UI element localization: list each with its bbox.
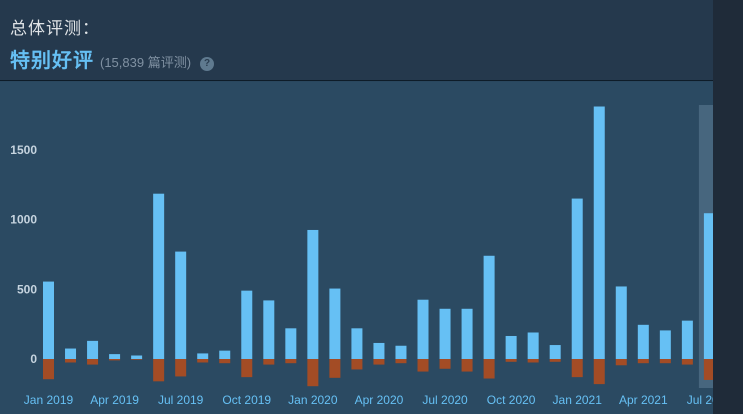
negative-bar[interactable]	[483, 359, 495, 379]
positive-bar[interactable]	[637, 324, 649, 359]
positive-bar[interactable]	[527, 332, 539, 359]
x-tick-label: Oct 2020	[487, 393, 536, 407]
positive-bar[interactable]	[483, 255, 495, 359]
review-count: (15,839 篇评测)	[100, 55, 192, 70]
review-histogram: 0 500 1000 1500 Jan 2019 Apr 2019 Jul 2019 Oct …	[0, 82, 743, 414]
positive-bar[interactable]	[615, 286, 627, 359]
positive-bar[interactable]	[571, 198, 583, 359]
positive-bar[interactable]	[593, 106, 605, 359]
x-tick-label: Jul 2020	[422, 393, 468, 407]
negative-bar[interactable]	[439, 359, 451, 369]
positive-bar[interactable]	[65, 348, 77, 359]
y-tick-label: 1000	[10, 213, 37, 227]
x-tick-label: Jan 2020	[288, 393, 338, 407]
y-tick-label: 500	[17, 282, 37, 296]
negative-bar[interactable]	[659, 359, 671, 364]
positive-bar[interactable]	[439, 308, 451, 359]
negative-bar[interactable]	[219, 359, 231, 364]
positive-bar[interactable]	[329, 288, 341, 359]
positive-bar[interactable]	[175, 251, 187, 359]
x-tick-label: Oct 2019	[222, 393, 271, 407]
positive-bar[interactable]	[417, 299, 429, 359]
negative-bar[interactable]	[175, 359, 187, 377]
negative-bar[interactable]	[505, 359, 517, 362]
positive-bar[interactable]	[109, 354, 121, 359]
x-tick-label: Apr 2019	[90, 393, 139, 407]
positive-bar[interactable]	[263, 300, 275, 359]
positive-bar[interactable]	[87, 340, 99, 359]
negative-bar[interactable]	[703, 359, 715, 380]
x-tick-label: Apr 2020	[355, 393, 404, 407]
negative-bar[interactable]	[263, 359, 275, 365]
y-tick-label: 1500	[10, 143, 37, 157]
negative-bar[interactable]	[307, 359, 319, 387]
positive-bar[interactable]	[659, 330, 671, 359]
negative-bar[interactable]	[615, 359, 627, 366]
review-rating-label[interactable]: 特别好评	[10, 50, 94, 72]
negative-bar[interactable]	[285, 359, 297, 364]
negative-bar[interactable]	[549, 359, 561, 362]
negative-bar[interactable]	[197, 359, 209, 363]
x-tick-label: Jan 2021	[553, 393, 603, 407]
review-summary-header: 总体评测： 特别好评 (15,839 篇评测) ?	[0, 0, 743, 81]
negative-bar[interactable]	[109, 359, 121, 361]
negative-bar[interactable]	[373, 359, 385, 365]
negative-bar[interactable]	[153, 359, 165, 382]
negative-bar[interactable]	[461, 359, 473, 372]
side-panel	[713, 0, 743, 414]
positive-bar[interactable]	[131, 355, 143, 359]
negative-bar[interactable]	[571, 359, 583, 378]
negative-bar[interactable]	[87, 359, 99, 365]
positive-bar[interactable]	[703, 213, 715, 359]
negative-bar[interactable]	[593, 359, 605, 385]
y-tick-label: 0	[30, 352, 37, 366]
negative-bar[interactable]	[131, 359, 143, 360]
positive-bar[interactable]	[307, 229, 319, 359]
positive-bar[interactable]	[395, 345, 407, 359]
positive-bar[interactable]	[153, 193, 165, 359]
positive-bar[interactable]	[43, 281, 54, 359]
negative-bar[interactable]	[65, 359, 77, 363]
help-icon[interactable]: ?	[200, 57, 215, 71]
positive-bar[interactable]	[461, 308, 473, 359]
negative-bar[interactable]	[351, 359, 363, 370]
negative-bar[interactable]	[637, 359, 649, 364]
positive-bar[interactable]	[549, 345, 561, 359]
negative-bar[interactable]	[241, 359, 253, 378]
negative-bar[interactable]	[329, 359, 341, 378]
positive-bar[interactable]	[351, 328, 363, 359]
review-rating-row: 特别好评 (15,839 篇评测) ?	[10, 44, 215, 73]
x-tick-label: Apr 2021	[619, 393, 668, 407]
negative-bar[interactable]	[681, 359, 693, 365]
positive-bar[interactable]	[241, 290, 253, 359]
overall-reviews-title: 总体评测：	[10, 19, 100, 38]
negative-bar[interactable]	[527, 359, 539, 363]
positive-bar[interactable]	[197, 353, 209, 359]
negative-bar[interactable]	[395, 359, 407, 364]
positive-bar[interactable]	[373, 342, 385, 359]
positive-bar[interactable]	[681, 320, 693, 359]
negative-bar[interactable]	[43, 359, 54, 380]
review-histogram-svg: 0 500 1000 1500 Jan 2019 Apr 2019 Jul 2019 Oct …	[10, 105, 732, 407]
positive-bar[interactable]	[285, 328, 297, 359]
negative-bar[interactable]	[417, 359, 429, 372]
x-tick-label: Jan 2019	[24, 393, 74, 407]
positive-bar[interactable]	[505, 335, 517, 359]
positive-bar[interactable]	[219, 350, 231, 359]
x-tick-label: Jul 2019	[158, 393, 204, 407]
